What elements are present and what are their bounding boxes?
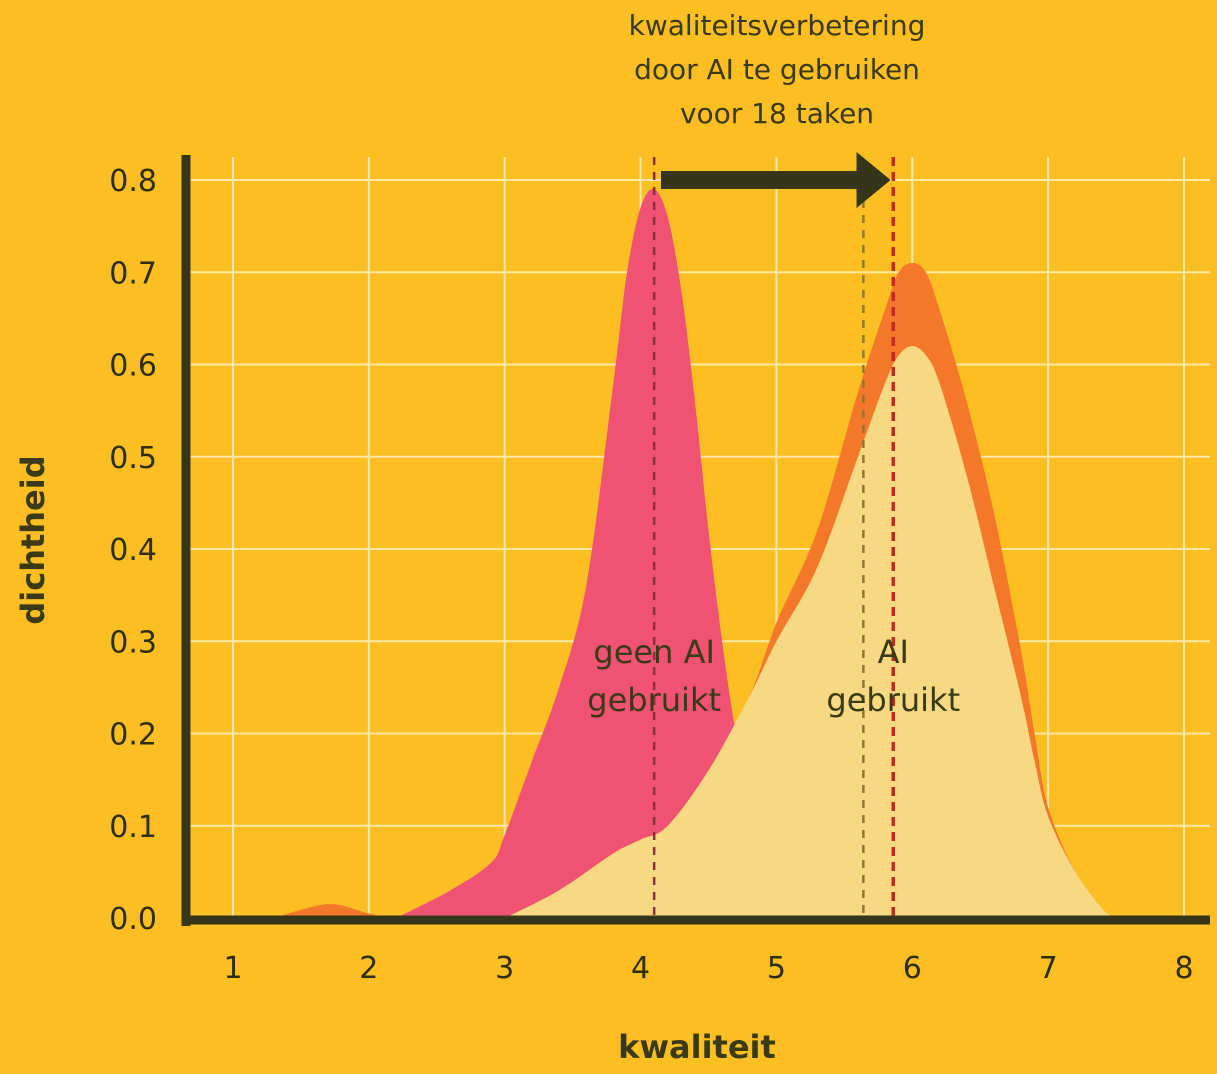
improvement-annotation: kwaliteitsverbetering door AI te gebruik…	[560, 4, 994, 136]
label-no-ai-line-1: geen AI	[593, 633, 714, 671]
y-tick-label-0.5: 0.5	[109, 441, 157, 476]
y-tick-label-0.8: 0.8	[109, 164, 157, 199]
x-tick-label-6: 6	[903, 951, 922, 986]
x-tick-label-4: 4	[631, 951, 650, 986]
y-tick-label-0.3: 0.3	[109, 625, 157, 660]
label-no-ai-line-2: gebruikt	[587, 681, 721, 719]
label-ai-line-2: gebruikt	[826, 681, 960, 719]
y-tick-label-0.1: 0.1	[109, 810, 157, 845]
x-axis-label: kwaliteit	[618, 1028, 776, 1066]
x-tick-label-7: 7	[1039, 951, 1058, 986]
annotation-line-2: door AI te gebruiken	[634, 53, 920, 86]
y-tick-label-0.0: 0.0	[109, 902, 157, 937]
label-ai-line-1: AI	[878, 633, 909, 671]
y-tick-label-0.4: 0.4	[109, 533, 157, 568]
y-axis-label: dichtheid	[14, 455, 52, 625]
annotation-line-1: kwaliteitsverbetering	[628, 9, 926, 42]
x-tick-label-3: 3	[495, 951, 514, 986]
x-tick-label-2: 2	[359, 951, 378, 986]
y-tick-label-0.2: 0.2	[109, 718, 157, 753]
improvement-arrow	[660, 152, 891, 208]
y-tick-label-0.6: 0.6	[109, 349, 157, 384]
ai-density-area	[504, 346, 1117, 918]
x-tick-label-5: 5	[767, 951, 786, 986]
y-tick-label-0.7: 0.7	[109, 256, 157, 291]
x-tick-label-8: 8	[1174, 951, 1193, 986]
x-tick-label-1: 1	[223, 951, 242, 986]
no-ai-density-area	[396, 188, 777, 918]
annotation-line-3: voor 18 taken	[679, 97, 875, 130]
